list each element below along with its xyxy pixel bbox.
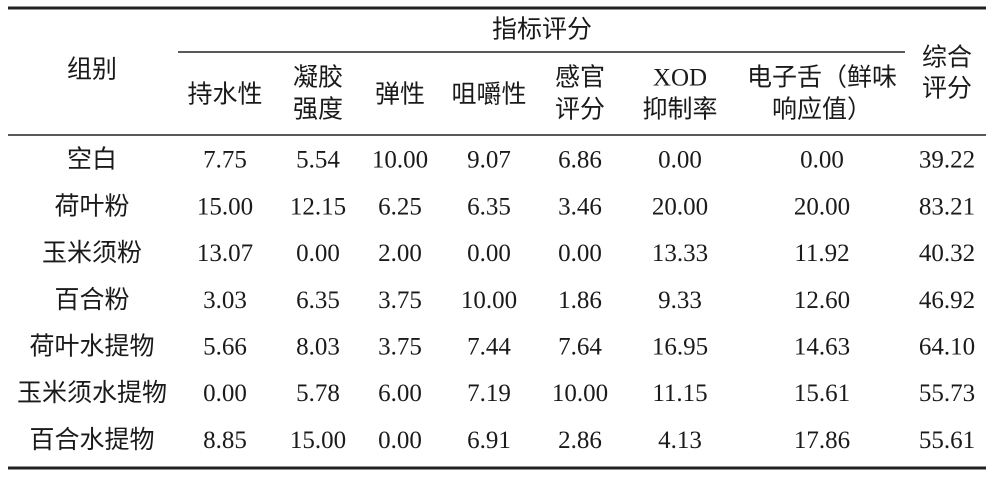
- group-header: 组别: [67, 56, 117, 84]
- cell: 10.00: [461, 287, 517, 314]
- column-header: XOD: [653, 65, 707, 92]
- row-label: 玉米须水提物: [17, 379, 167, 407]
- cell: 40.32: [919, 240, 975, 267]
- cell: 0.00: [296, 240, 340, 267]
- cell: 5.66: [203, 334, 247, 361]
- total-header: 评分: [922, 75, 972, 103]
- cell: 46.92: [919, 287, 975, 314]
- row-label: 荷叶粉: [54, 192, 129, 220]
- cell: 7.44: [467, 334, 511, 361]
- cell: 0.00: [378, 427, 422, 454]
- column-header: 抑制率: [642, 96, 717, 124]
- cell: 83.21: [919, 193, 975, 220]
- total-header: 综合: [922, 44, 972, 72]
- column-header: 电子舌（鲜味: [747, 64, 897, 92]
- cell: 4.13: [658, 427, 702, 454]
- cell: 64.10: [919, 334, 975, 361]
- cell: 55.61: [919, 427, 975, 454]
- column-header: 感官: [555, 64, 605, 92]
- cell: 11.92: [794, 240, 849, 267]
- cell: 15.00: [290, 427, 346, 454]
- cell: 55.73: [919, 380, 975, 407]
- column-header: 强度: [293, 96, 343, 124]
- cell: 5.78: [296, 380, 340, 407]
- column-header: 咀嚼性: [451, 81, 526, 109]
- cell: 2.00: [378, 240, 422, 267]
- cell: 8.03: [296, 334, 340, 361]
- cell: 6.91: [467, 427, 511, 454]
- row-label: 空白: [67, 146, 117, 174]
- cell: 13.33: [652, 240, 708, 267]
- cell: 14.63: [794, 334, 850, 361]
- column-header: 凝胶: [293, 64, 343, 92]
- cell: 13.07: [197, 240, 253, 267]
- cell: 5.54: [296, 147, 340, 174]
- column-header: 弹性: [375, 81, 425, 109]
- cell: 20.00: [794, 193, 850, 220]
- cell: 11.15: [652, 380, 707, 407]
- cell: 10.00: [372, 147, 428, 174]
- cell: 0.00: [203, 380, 247, 407]
- cell: 7.64: [558, 334, 602, 361]
- cell: 12.15: [290, 193, 346, 220]
- cell: 3.46: [558, 193, 602, 220]
- row-label: 百合水提物: [29, 426, 154, 454]
- cell: 3.75: [378, 287, 422, 314]
- cell: 6.25: [378, 193, 422, 220]
- cell: 6.00: [378, 380, 422, 407]
- cell: 1.86: [558, 287, 602, 314]
- cell: 39.22: [919, 147, 975, 174]
- cell: 20.00: [652, 193, 708, 220]
- column-header: 持水性: [187, 81, 262, 109]
- cell: 0.00: [467, 240, 511, 267]
- cell: 6.86: [558, 147, 602, 174]
- cell: 8.85: [203, 427, 247, 454]
- cell: 7.19: [467, 380, 511, 407]
- column-header: 评分: [555, 96, 605, 124]
- cell: 3.75: [378, 334, 422, 361]
- cell: 16.95: [652, 334, 708, 361]
- cell: 6.35: [296, 287, 340, 314]
- cell: 2.86: [558, 427, 602, 454]
- cell: 0.00: [558, 240, 602, 267]
- cell: 3.03: [203, 287, 247, 314]
- row-label: 百合粉: [54, 286, 129, 314]
- cell: 0.00: [658, 147, 702, 174]
- cell: 15.61: [794, 380, 850, 407]
- span-header: 指标评分: [492, 16, 592, 44]
- cell: 0.00: [800, 147, 844, 174]
- cell: 6.35: [467, 193, 511, 220]
- cell: 10.00: [552, 380, 608, 407]
- row-label: 玉米须粉: [42, 239, 142, 267]
- cell: 12.60: [794, 287, 850, 314]
- column-header: 响应值）: [772, 96, 872, 124]
- cell: 9.07: [467, 147, 511, 174]
- cell: 9.33: [658, 287, 702, 314]
- cell: 15.00: [197, 193, 253, 220]
- row-label: 荷叶水提物: [29, 333, 154, 361]
- cell: 7.75: [203, 147, 247, 174]
- cell: 17.86: [794, 427, 850, 454]
